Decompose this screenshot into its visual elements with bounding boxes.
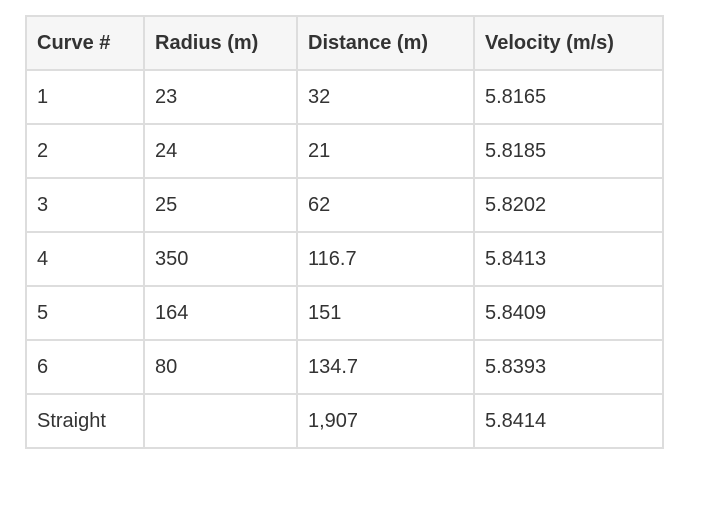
table-cell: 4 [25, 231, 145, 287]
header-cell: Distance (m) [296, 15, 475, 71]
table-cell: 5.8185 [473, 123, 664, 179]
table-cell: 5 [25, 285, 145, 341]
table-header: Curve # Radius (m) Distance (m) Velocity (m… [25, 15, 664, 71]
empty-cell [143, 393, 298, 449]
table-body: 1 23 32 5.8165 2 24 21 5.8185 3 25 62 5.8202 4 350 116… [25, 69, 664, 449]
table-row: 1 23 32 5.8165 [25, 69, 664, 125]
table-cell: 21 [296, 123, 475, 179]
header-cell: Radius (m) [143, 15, 298, 71]
table-cell: 5.8202 [473, 177, 664, 233]
table-cell: 1 [25, 69, 145, 125]
table-cell: 80 [143, 339, 298, 395]
header-row: Curve # Radius (m) Distance (m) Velocity (m… [25, 15, 664, 71]
table-cell: 5.8409 [473, 285, 664, 341]
table-cell: 32 [296, 69, 475, 125]
table-cell: 116.7 [296, 231, 475, 287]
header-cell: Curve # [25, 15, 145, 71]
table-cell: 5.8414 [473, 393, 664, 449]
table-cell: Straight [25, 393, 145, 449]
table-cell: 62 [296, 177, 475, 233]
table-row: 4 350 116.7 5.8413 [25, 231, 664, 287]
table-cell: 134.7 [296, 339, 475, 395]
data-table: Curve # Radius (m) Distance (m) Velocity (m… [25, 15, 664, 449]
table-row: 2 24 21 5.8185 [25, 123, 664, 179]
table-row: 3 25 62 5.8202 [25, 177, 664, 233]
table-cell: 5.8165 [473, 69, 664, 125]
table-row: Straight 1,907 5.8414 [25, 393, 664, 449]
table-cell: 3 [25, 177, 145, 233]
table-row: 5 164 151 5.8409 [25, 285, 664, 341]
header-cell: Velocity (m/s) [473, 15, 664, 71]
table-cell: 2 [25, 123, 145, 179]
table-cell: 164 [143, 285, 298, 341]
table-cell: 5.8393 [473, 339, 664, 395]
table-row: 6 80 134.7 5.8393 [25, 339, 664, 395]
table-cell: 1,907 [296, 393, 475, 449]
table-cell: 23 [143, 69, 298, 125]
table-cell: 25 [143, 177, 298, 233]
table-cell: 24 [143, 123, 298, 179]
table-cell: 6 [25, 339, 145, 395]
table-cell: 350 [143, 231, 298, 287]
table-cell: 151 [296, 285, 475, 341]
table-cell: 5.8413 [473, 231, 664, 287]
